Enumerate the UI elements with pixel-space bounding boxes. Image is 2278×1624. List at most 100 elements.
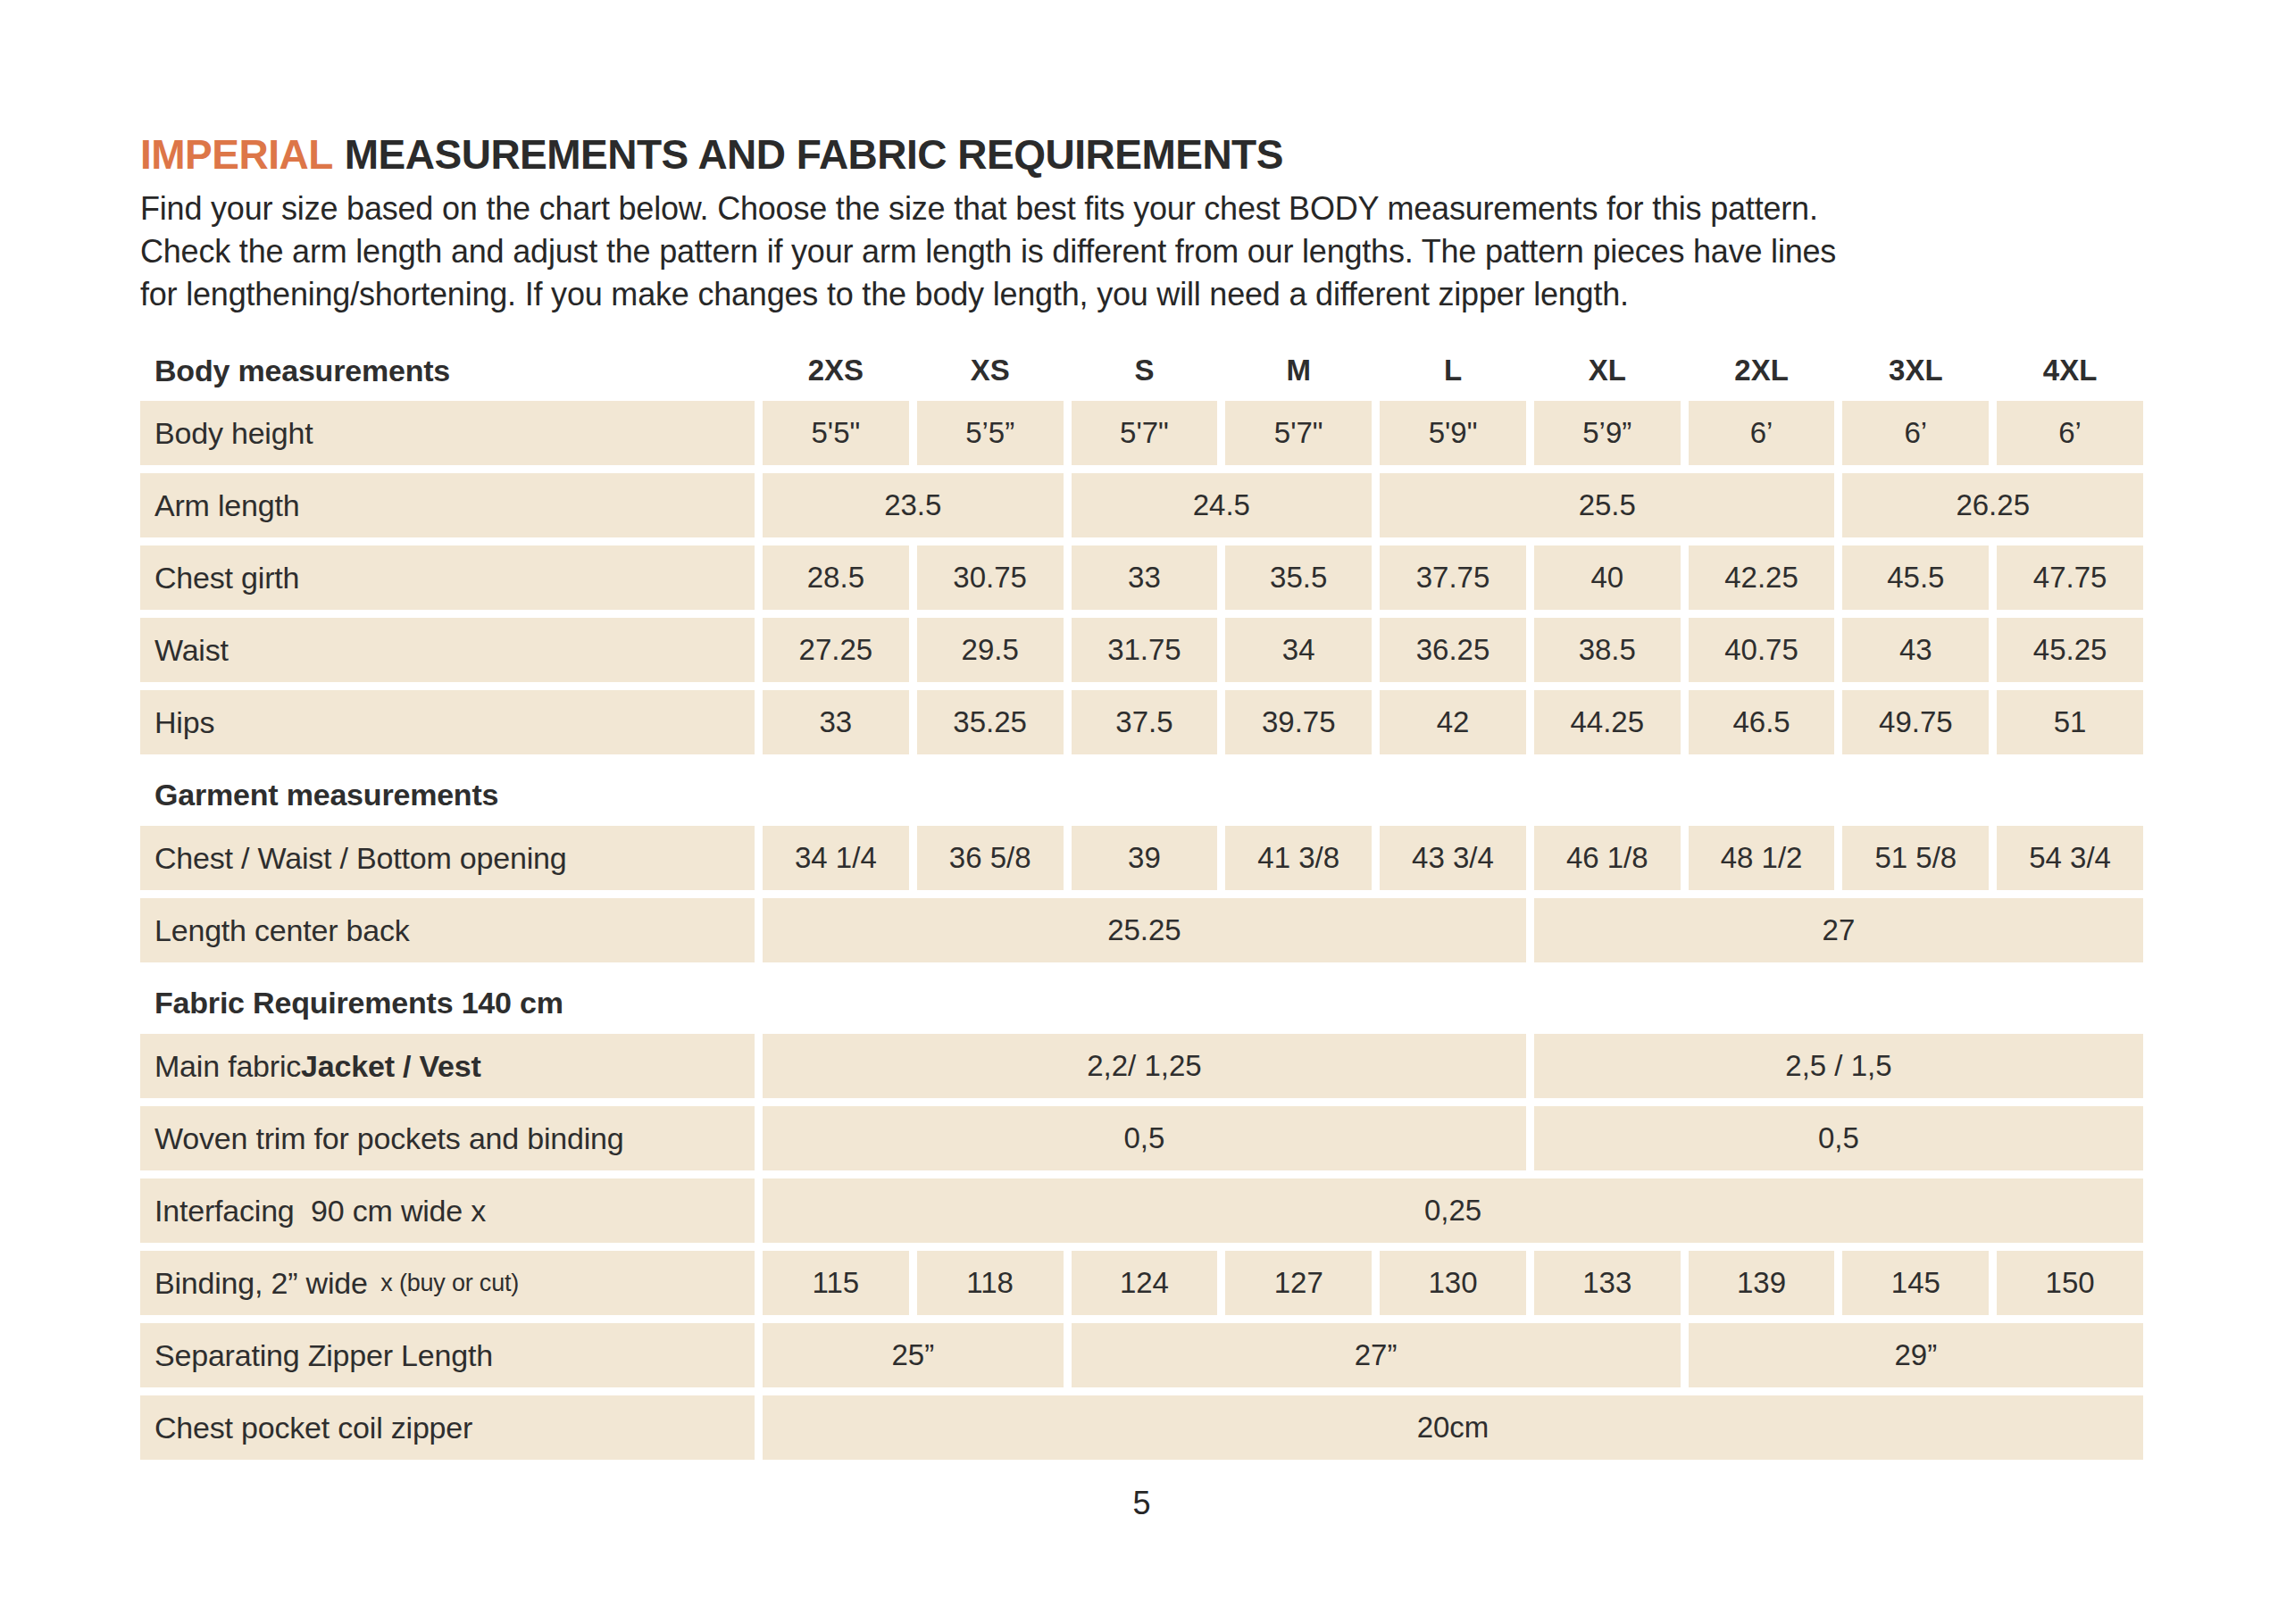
row-label: Separating Zipper Length: [140, 1323, 755, 1387]
row-label: Main fabric Jacket / Vest: [140, 1034, 755, 1098]
table-cell: 40: [1534, 545, 1681, 610]
table-cell: 5’9”: [1534, 401, 1681, 465]
row-label-part: Waist: [154, 633, 229, 668]
size-column-header: S: [1072, 348, 1218, 393]
row-label: Binding, 2” wide x (buy or cut): [140, 1251, 755, 1315]
table-header-label: Body measurements: [140, 348, 755, 393]
table-cell: 49.75: [1842, 690, 1989, 754]
page-title-rest: MEASUREMENTS AND FABRIC REQUIREMENTS: [345, 131, 1283, 178]
table-cell: 27.25: [763, 618, 909, 682]
table-cell: 27”: [1072, 1323, 1681, 1387]
table-cell: 45.5: [1842, 545, 1989, 610]
row-label-part: Arm length: [154, 488, 299, 523]
row-label-part: Hips: [154, 705, 214, 740]
size-column-header: 2XL: [1689, 348, 1835, 393]
table-cell: 39: [1072, 826, 1218, 890]
page-title: IMPERIALMEASUREMENTS AND FABRIC REQUIREM…: [140, 134, 2144, 175]
row-label-part: Interfacing 90 cm wide x: [154, 1194, 486, 1228]
table-cell: 115: [763, 1251, 909, 1315]
table-cell: 29”: [1689, 1323, 2143, 1387]
row-label-part: Binding, 2” wide: [154, 1266, 368, 1301]
table-cell: 118: [917, 1251, 1064, 1315]
row-label-part: Jacket / Vest: [301, 1049, 481, 1084]
row-label: Length center back: [140, 898, 755, 962]
table-cell: 39.75: [1225, 690, 1372, 754]
table-cell: 43: [1842, 618, 1989, 682]
table-cell: 34: [1225, 618, 1372, 682]
table-cell: 26.25: [1842, 473, 2143, 537]
table-cell: 29.5: [917, 618, 1064, 682]
table-cell: 23.5: [763, 473, 1064, 537]
document-page: IMPERIALMEASUREMENTS AND FABRIC REQUIREM…: [0, 0, 2278, 1522]
intro-line: for lengthening/shortening. If you make …: [140, 273, 2144, 316]
intro-paragraph: Find your size based on the chart below.…: [140, 187, 2144, 316]
row-label: Arm length: [140, 473, 755, 537]
row-label-part: Chest pocket coil zipper: [154, 1411, 472, 1445]
row-label: Waist: [140, 618, 755, 682]
intro-line: Find your size based on the chart below.…: [140, 187, 2144, 230]
section-header: Garment measurements: [140, 762, 2143, 818]
table-cell: 124: [1072, 1251, 1218, 1315]
table-cell: 44.25: [1534, 690, 1681, 754]
table-cell: 37.5: [1072, 690, 1218, 754]
table-cell: 35.25: [917, 690, 1064, 754]
row-label-part: Chest / Waist / Bottom opening: [154, 841, 566, 876]
size-column-header: 4XL: [1997, 348, 2143, 393]
intro-line: Check the arm length and adjust the patt…: [140, 230, 2144, 273]
table-cell: 37.75: [1380, 545, 1526, 610]
table-cell: 5’5”: [917, 401, 1064, 465]
table-cell: 5'9": [1380, 401, 1526, 465]
table-cell: 6’: [1997, 401, 2143, 465]
table-cell: 33: [1072, 545, 1218, 610]
table-cell: 31.75: [1072, 618, 1218, 682]
table-cell: 25”: [763, 1323, 1064, 1387]
size-column-header: M: [1225, 348, 1372, 393]
row-label-part: Main fabric: [154, 1049, 301, 1084]
size-chart-table: Body measurements2XSXSSMLXL2XL3XL4XLBody…: [140, 348, 2143, 1460]
row-label: Chest pocket coil zipper: [140, 1395, 755, 1460]
size-column-header: XL: [1534, 348, 1681, 393]
table-cell: 20cm: [763, 1395, 2143, 1460]
table-cell: 6’: [1842, 401, 1989, 465]
row-label-part: Woven trim for pockets and binding: [154, 1121, 624, 1156]
table-cell: 46 1/8: [1534, 826, 1681, 890]
row-label: Hips: [140, 690, 755, 754]
table-cell: 33: [763, 690, 909, 754]
row-label: Chest / Waist / Bottom opening: [140, 826, 755, 890]
table-cell: 30.75: [917, 545, 1064, 610]
table-cell: 25.5: [1380, 473, 1834, 537]
table-cell: 127: [1225, 1251, 1372, 1315]
row-label-part: Separating Zipper Length: [154, 1338, 493, 1373]
size-column-header: 2XS: [763, 348, 909, 393]
table-cell: 0,5: [1534, 1106, 2143, 1170]
table-cell: 2,2/ 1,25: [763, 1034, 1526, 1098]
table-cell: 36 5/8: [917, 826, 1064, 890]
section-header: Fabric Requirements 140 cm: [140, 970, 2143, 1026]
table-cell: 35.5: [1225, 545, 1372, 610]
size-column-header: XS: [917, 348, 1064, 393]
table-cell: 28.5: [763, 545, 909, 610]
size-column-header: L: [1380, 348, 1526, 393]
table-cell: 34 1/4: [763, 826, 909, 890]
table-cell: 41 3/8: [1225, 826, 1372, 890]
table-cell: 150: [1997, 1251, 2143, 1315]
table-cell: 42: [1380, 690, 1526, 754]
table-cell: 5'7": [1072, 401, 1218, 465]
table-cell: 36.25: [1380, 618, 1526, 682]
row-label-part: x (buy or cut): [368, 1270, 519, 1297]
row-label: Body height: [140, 401, 755, 465]
table-cell: 45.25: [1997, 618, 2143, 682]
table-cell: 42.25: [1689, 545, 1835, 610]
page-number: 5: [140, 1485, 2143, 1522]
table-cell: 27: [1534, 898, 2143, 962]
table-cell: 6’: [1689, 401, 1835, 465]
table-cell: 2,5 / 1,5: [1534, 1034, 2143, 1098]
table-cell: 25.25: [763, 898, 1526, 962]
table-cell: 0,5: [763, 1106, 1526, 1170]
row-label-part: Body height: [154, 416, 313, 451]
row-label: Woven trim for pockets and binding: [140, 1106, 755, 1170]
table-cell: 5'7": [1225, 401, 1372, 465]
row-label: Chest girth: [140, 545, 755, 610]
table-cell: 47.75: [1997, 545, 2143, 610]
table-cell: 145: [1842, 1251, 1989, 1315]
